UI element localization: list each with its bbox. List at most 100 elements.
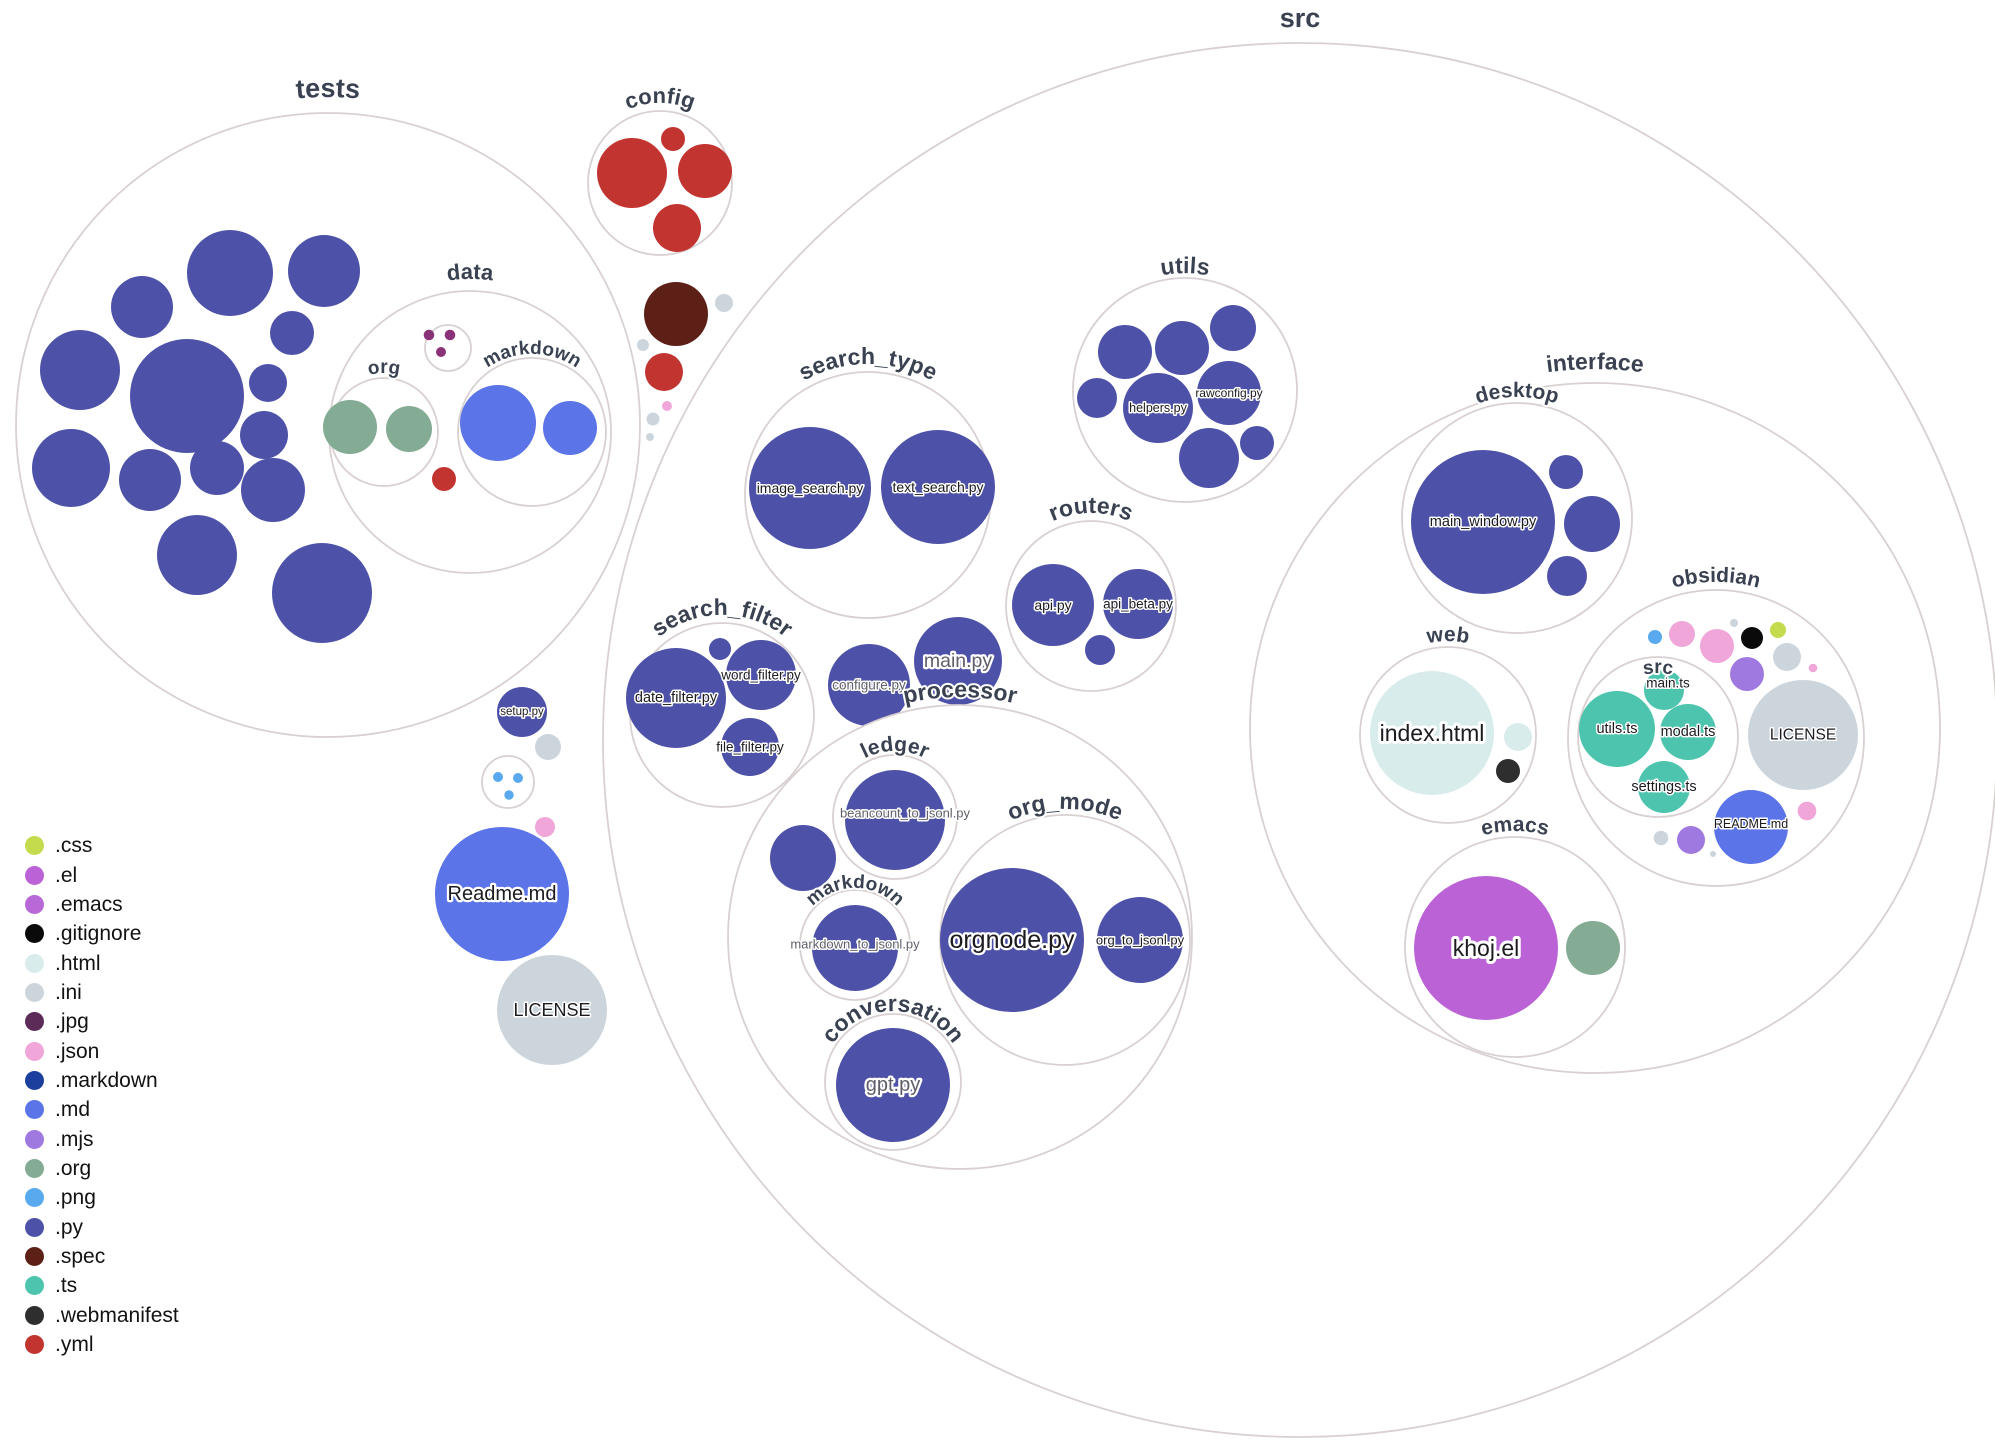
file-main.ts-label: main.ts: [1646, 676, 1690, 691]
file-json-99-circle: [1700, 629, 1734, 663]
legend-item: .spec: [25, 1242, 179, 1271]
legend-label-ts: .ts: [55, 1274, 78, 1298]
legend-color-spec: [25, 1246, 44, 1266]
dir-tests-label: tests: [295, 73, 362, 104]
legend-item: .json: [25, 1036, 179, 1065]
legend-color-el: [25, 865, 44, 885]
file-ini-100-circle: [1730, 619, 1738, 627]
file-image_search.py-label: image_search.py: [757, 480, 864, 496]
file-py-10-circle: [119, 449, 181, 511]
file-settings.ts-circle: [1638, 761, 1690, 813]
legend-item: .ts: [25, 1271, 179, 1300]
circles-layer: [15, 42, 1995, 1438]
file-ini-103-circle: [1773, 643, 1801, 671]
file-gpt.py-circle: [836, 1028, 950, 1142]
file-markdown_to_jsonl.py-label: markdown_to_jsonl.py: [790, 937, 920, 952]
file-org_to_jsonl.py-circle: [1097, 897, 1183, 983]
legend-color-jpg: [25, 1012, 44, 1032]
file-beancount_to_jsonl.py-circle: [845, 770, 945, 870]
dir-web-label: web: [1424, 623, 1471, 648]
file-yml-30-circle: [678, 144, 732, 198]
file-py-12-circle: [241, 458, 305, 522]
dir-interface-label: interface: [1545, 348, 1646, 377]
legend-color-gitignore: [25, 924, 44, 944]
legend-color-mjs: [25, 1129, 44, 1149]
file-mjs-104-circle: [1730, 657, 1764, 691]
legend-label-jpg: .jpg: [55, 1010, 89, 1034]
file-main.py-label: main.py: [924, 650, 993, 672]
file-utils.ts-label: utils.ts: [1596, 721, 1637, 737]
legend-label-ini: .ini: [55, 980, 82, 1004]
legend-label-css: .css: [55, 834, 93, 858]
file-jpg_file-25-circle: [436, 347, 446, 357]
file-py-14-circle: [272, 543, 372, 643]
file-markdown_to_jsonl.py-circle: [812, 905, 898, 991]
dir-config-label: config: [621, 83, 698, 114]
legend-label-mjs: .mjs: [55, 1127, 94, 1151]
file-jpg_file-24-circle: [444, 329, 456, 341]
file-main.py-circle: [914, 617, 1002, 705]
file-utils.ts-circle: [1579, 691, 1655, 767]
file-gpt.py-label: gpt.py: [866, 1074, 920, 1096]
file-png-42-circle: [493, 772, 503, 782]
legend-color-yml: [25, 1335, 44, 1355]
file-py-13-circle: [157, 515, 237, 595]
file-configure.py-circle: [828, 644, 910, 726]
file-ini-37-circle: [646, 412, 660, 426]
legend-color-json: [25, 1041, 44, 1061]
file-api_beta.py-label: api_beta.py: [1103, 597, 1173, 612]
file-index.html-circle: [1370, 671, 1494, 795]
file-ini-34-circle: [637, 339, 649, 351]
legend-label-png: .png: [55, 1186, 96, 1210]
file-py-62-circle: [1085, 635, 1115, 665]
file-jpg_file-23-circle: [423, 329, 435, 341]
file-json-105-circle: [1808, 663, 1818, 673]
legend-color-markdown: [25, 1070, 44, 1090]
file-py-66-circle: [1210, 305, 1256, 351]
legend-item: .el: [25, 860, 179, 889]
legend-label-emacs: .emacs: [55, 892, 123, 916]
file-py-9-circle: [32, 429, 110, 507]
file-file_filter.py-label: file_filter.py: [716, 740, 784, 755]
dir-processor-label: processor: [901, 676, 1020, 708]
file-png-97-circle: [1648, 630, 1662, 644]
file-orgnode.py-circle: [940, 868, 1084, 1012]
legend-color-ini: [25, 982, 44, 1002]
legend-label-json: .json: [55, 1039, 100, 1063]
file-image_search.py-circle: [749, 427, 871, 549]
file-api.py-label: api.py: [1034, 597, 1071, 613]
file-py-53-circle: [709, 638, 731, 660]
file-org-18-circle: [386, 406, 432, 452]
file-webmanifest-92-circle: [1496, 759, 1520, 783]
legend-item: .webmanifest: [25, 1301, 179, 1330]
file-text_search.py-label: text_search.py: [892, 479, 983, 495]
legend-item: .markdown: [25, 1066, 179, 1095]
file-setup.py-circle: [497, 687, 547, 737]
file-api_beta.py-circle: [1103, 569, 1173, 639]
file-py-3-circle: [111, 276, 173, 338]
file-py-7-circle: [249, 364, 287, 402]
file-khoj.el-label: khoj.el: [1453, 935, 1519, 961]
file-md-20-circle: [460, 385, 536, 461]
file-rawconfig.py-circle: [1197, 361, 1261, 425]
dir-jpg-folder-circle: [424, 324, 472, 372]
file-py-88-circle: [1547, 556, 1587, 596]
file-date_filter.py-label: date_filter.py: [635, 690, 718, 706]
file-setup.py-label: setup.py: [500, 706, 544, 718]
file-yml-31-circle: [653, 204, 701, 252]
file-word_filter.py-label: word_filter.py: [720, 668, 801, 683]
file-main.ts-circle: [1644, 670, 1684, 710]
legend-item: .emacs: [25, 890, 179, 919]
legend-item: .md: [25, 1095, 179, 1124]
dir-utils-label: utils: [1158, 252, 1211, 280]
legend-color-webmanifest: [25, 1305, 44, 1325]
file-LICENSE-root-circle: [497, 955, 607, 1065]
file-word_filter.py-circle: [726, 640, 796, 710]
file-py-65-circle: [1155, 321, 1209, 375]
file-py-87-circle: [1564, 496, 1620, 552]
legend-label-spec: .spec: [55, 1244, 106, 1268]
legend-label-py: .py: [55, 1215, 84, 1239]
file-modal.ts-label: modal.ts: [1661, 724, 1716, 740]
legend-item: .mjs: [25, 1124, 179, 1153]
